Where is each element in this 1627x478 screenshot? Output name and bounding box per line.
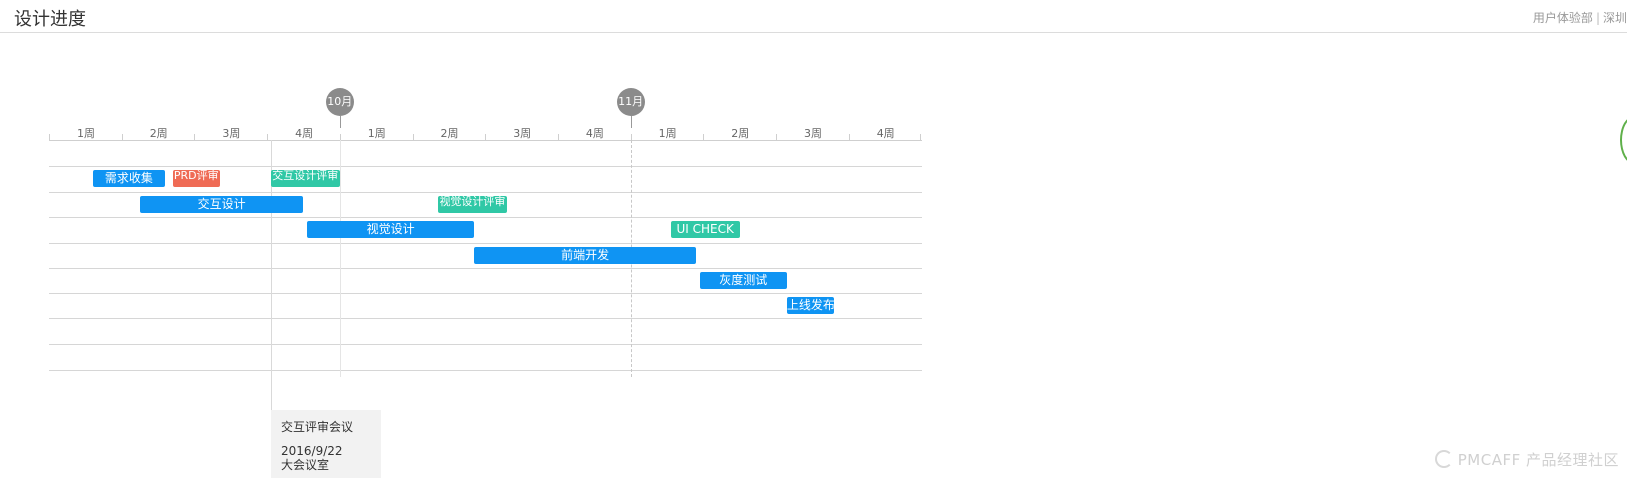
week-label: 1周 [77,127,95,140]
task-bar-fe[interactable]: 前端开发 [474,247,696,264]
task-bar-ix[interactable]: 交互设计 [139,196,304,213]
week-label: 1周 [367,127,386,140]
city-name[interactable]: 深圳 [1602,11,1627,25]
week-tick [703,134,705,140]
month-boundary-line [339,140,341,377]
page-title: 设计进度 [14,9,86,30]
week-tick [267,134,269,140]
task-bar-launch[interactable]: 上线发布 [786,297,835,314]
watermark-text: PMCAFF 产品经理社区 [1457,451,1619,469]
task-bar-uicheck[interactable]: UI CHECK [670,221,740,238]
row-divider [49,370,922,371]
week-tick [412,134,414,140]
row-divider [49,192,922,193]
event-marker-line [270,140,272,478]
month-marker[interactable]: 10月 [325,88,354,116]
row-divider [49,243,922,244]
event-date: 2016/9/22 [281,444,343,458]
event-place: 大会议室 [281,458,330,472]
week-tick [121,134,123,140]
event-title: 交互评审会议 [281,420,354,434]
week-tick [339,134,341,140]
week-tick [557,134,559,140]
row-divider [49,166,922,167]
week-tick [49,134,50,140]
week-tick [920,134,922,140]
row-divider [49,344,922,345]
row-divider [49,293,922,294]
month-marker-stem [630,116,632,128]
org-name[interactable]: 用户体验部 [1532,11,1593,25]
row-divider [49,217,922,218]
task-bar-vreview[interactable]: 视觉设计评审 [437,196,507,213]
week-tick [194,134,196,140]
task-bar-need[interactable]: 需求收集 [92,170,166,187]
row-divider [49,268,922,269]
pmcaff-logo-icon [1434,450,1453,468]
week-tick [630,134,632,140]
task-bar-visual[interactable]: 视觉设计 [307,221,475,238]
week-label: 2周 [440,127,459,140]
week-label: 3周 [513,127,532,140]
task-bar-ixreview[interactable]: 交互设计评审 [270,170,340,187]
task-bar-prd[interactable]: PRD评审 [172,170,220,187]
breadcrumb-separator: | [1595,11,1600,25]
week-label: 4周 [876,127,895,140]
week-tick [776,134,777,140]
event-card[interactable]: 交互评审会议 2016/9/22 大会议室 [271,410,381,478]
week-label: 2周 [731,127,750,140]
timeline-axis [49,140,922,141]
week-tick [485,134,487,140]
org-breadcrumb: 用户体验部 | 深圳 [1533,9,1627,26]
task-bar-gray[interactable]: 灰度测试 [699,272,787,289]
week-label: 2周 [149,127,168,140]
month-marker-stem [339,116,341,128]
week-label: 1周 [658,127,677,140]
week-label: 3周 [804,127,822,140]
month-marker[interactable]: 11月 [616,88,645,116]
week-label: 3周 [222,127,241,140]
page-header: 设计进度 用户体验部 | 深圳 [0,0,1627,33]
week-tick [848,134,850,140]
watermark: PMCAFF 产品经理社区 [1434,449,1619,470]
row-divider [49,318,922,319]
week-label: 4周 [585,127,604,140]
week-label: 4周 [295,127,314,140]
